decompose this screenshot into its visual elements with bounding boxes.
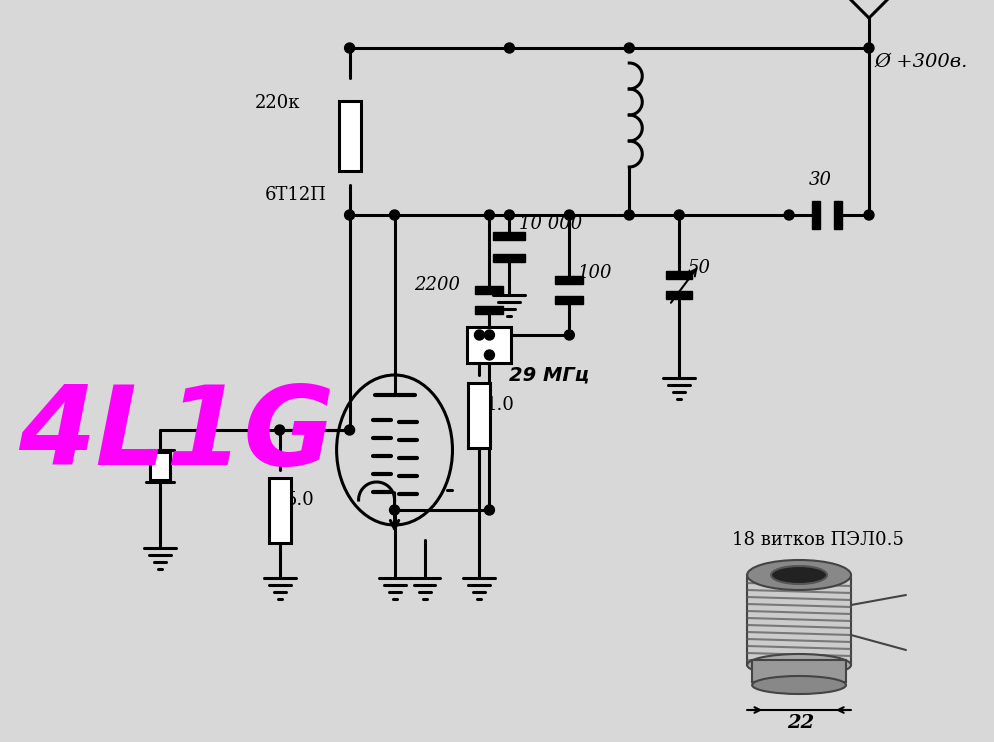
Circle shape [565,210,575,220]
Bar [493,254,526,262]
Bar [475,286,503,294]
Circle shape [345,43,355,53]
Circle shape [345,210,355,220]
Circle shape [504,210,515,220]
Circle shape [474,330,484,340]
Text: 4L1G: 4L1G [18,381,335,488]
Bar [556,296,583,304]
Circle shape [784,210,794,220]
Bar [666,291,692,299]
Bar [752,660,846,682]
Circle shape [674,210,684,220]
Text: 100: 100 [578,264,612,282]
Text: 10 000: 10 000 [520,215,582,233]
Bar [666,271,692,279]
Circle shape [274,425,284,435]
Ellipse shape [747,654,851,676]
Circle shape [484,350,494,360]
Text: 29 МГц: 29 МГц [509,365,589,384]
Circle shape [484,505,494,515]
Circle shape [624,210,634,220]
Bar [475,306,503,314]
Bar [150,452,170,480]
Circle shape [864,43,874,53]
Bar [747,575,851,665]
Ellipse shape [752,676,846,694]
Bar [556,276,583,284]
Circle shape [484,210,494,220]
Text: 6Τ12П: 6Τ12П [264,186,327,204]
Text: 2200: 2200 [414,276,460,294]
Circle shape [565,330,575,340]
Text: 220к: 220к [254,94,300,112]
Circle shape [864,210,874,220]
Text: 50: 50 [687,259,710,277]
Text: 1.0: 1.0 [485,396,514,414]
Bar [468,382,490,447]
Text: 5.0: 5.0 [285,491,314,509]
Text: 22: 22 [787,714,814,732]
Ellipse shape [771,566,827,584]
Bar [834,201,842,229]
Circle shape [484,330,494,340]
Bar [493,232,526,240]
Ellipse shape [747,560,851,590]
Bar [268,478,290,542]
Circle shape [504,43,515,53]
Circle shape [390,505,400,515]
Text: Ø +300в.: Ø +300в. [874,53,967,71]
Circle shape [624,43,634,53]
Bar [467,327,511,363]
Circle shape [390,210,400,220]
Text: 18 витков ПЭЛ0.5: 18 витков ПЭЛ0.5 [733,531,904,549]
Bar [812,201,820,229]
Text: 30: 30 [809,171,832,189]
Circle shape [345,425,355,435]
Bar [339,101,361,171]
